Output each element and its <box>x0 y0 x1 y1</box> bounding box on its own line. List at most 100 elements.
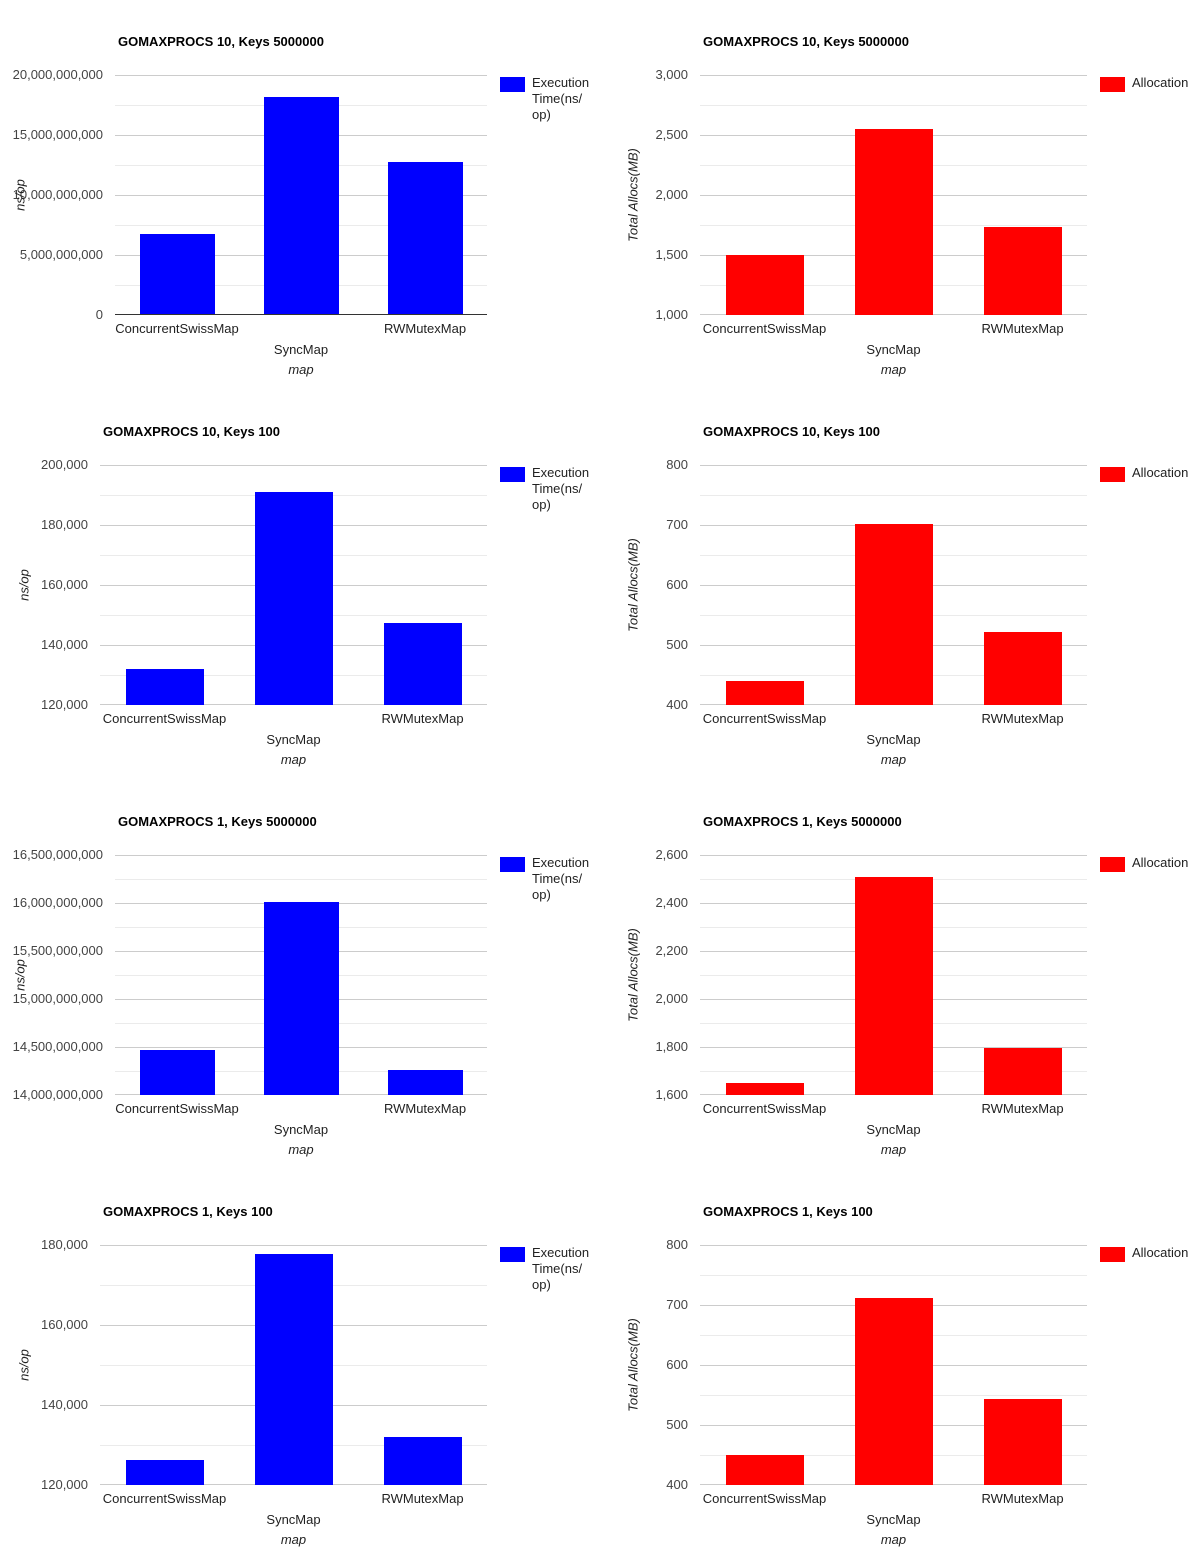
legend-label-line: op) <box>532 497 551 512</box>
category-label: ConcurrentSwissMap <box>102 1491 227 1506</box>
bar[interactable] <box>984 227 1062 315</box>
y-tick-label: 2,500 <box>655 127 688 142</box>
bar[interactable] <box>855 1298 933 1485</box>
legend-label-line: op) <box>532 1277 551 1292</box>
chart-title: GOMAXPROCS 1, Keys 100 <box>703 1204 873 1219</box>
bar[interactable] <box>384 623 462 705</box>
y-axis-title: ns/op <box>16 569 32 601</box>
legend-label-line: op) <box>532 887 551 902</box>
legend: Allocation <box>1100 855 1188 872</box>
chart-title: GOMAXPROCS 10, Keys 5000000 <box>703 34 909 49</box>
y-tick-label: 160,000 <box>41 1317 88 1332</box>
category-label: RWMutexMap <box>981 1101 1064 1116</box>
legend: Execution Time(ns/op) <box>500 75 589 123</box>
bar[interactable] <box>855 877 933 1095</box>
gridline-major <box>115 75 487 76</box>
category-label: SyncMap <box>266 1512 321 1527</box>
plot-area <box>100 1245 487 1485</box>
bar[interactable] <box>264 902 339 1095</box>
category-label: ConcurrentSwissMap <box>702 1491 827 1506</box>
legend-label: Execution Time(ns/op) <box>532 75 589 123</box>
y-tick-label: 140,000 <box>41 637 88 652</box>
x-axis-baseline <box>115 314 487 315</box>
legend: Execution Time(ns/op) <box>500 465 589 513</box>
y-tick-label: 3,000 <box>655 67 688 82</box>
gridline-major <box>700 465 1087 466</box>
legend-label: Execution Time(ns/op) <box>532 1245 589 1293</box>
bar[interactable] <box>726 1083 804 1095</box>
bar[interactable] <box>726 255 804 315</box>
bar[interactable] <box>126 669 204 705</box>
category-label: SyncMap <box>866 342 921 357</box>
legend-swatch <box>1100 467 1125 482</box>
legend-label-line: Execution <box>532 465 590 480</box>
y-tick-label: 2,400 <box>655 895 688 910</box>
category-label: SyncMap <box>266 732 321 747</box>
bar[interactable] <box>264 97 339 315</box>
y-tick-label: 180,000 <box>41 517 88 532</box>
y-tick-label: 700 <box>666 517 688 532</box>
y-tick-label: 1,500 <box>655 247 688 262</box>
legend-label-line: Execution <box>532 75 590 90</box>
chart-title: GOMAXPROCS 10, Keys 100 <box>103 424 281 439</box>
y-axis-title: Total Allocs(MB) <box>625 538 641 632</box>
legend-label: Allocation <box>1132 1245 1188 1261</box>
legend-swatch <box>1100 1247 1125 1262</box>
chart-cell: GOMAXPROCS 10, Keys 5000000 1,000 1,500 2,0… <box>600 0 1200 390</box>
chart-cell: GOMAXPROCS 1, Keys 5000000 1,600 1,800 2,00… <box>600 780 1200 1170</box>
bar[interactable] <box>984 1048 1062 1095</box>
y-tick-label: 20,000,000,000 <box>12 67 103 82</box>
legend-label: Execution Time(ns/op) <box>532 465 589 513</box>
gridline-minor <box>700 495 1087 496</box>
bar[interactable] <box>984 1399 1062 1485</box>
y-tick-label: 400 <box>666 697 688 712</box>
y-axis-title: Total Allocs(MB) <box>625 148 641 242</box>
chart-cell: GOMAXPROCS 10, Keys 100 120,000 140,000 160… <box>0 390 600 780</box>
y-axis-title: Total Allocs(MB) <box>625 1318 641 1412</box>
y-tick-label: 15,000,000,000 <box>12 991 103 1006</box>
legend-label: Execution Time(ns/op) <box>532 855 589 903</box>
legend-label: Allocation <box>1132 855 1188 871</box>
bar[interactable] <box>255 492 333 705</box>
legend-label-line: Time(ns/ <box>532 91 583 106</box>
y-axis-title: ns/op <box>12 179 28 211</box>
bar[interactable] <box>726 1455 804 1485</box>
bar[interactable] <box>855 129 933 315</box>
bar[interactable] <box>140 1050 215 1095</box>
gridline-major <box>100 1245 487 1246</box>
bar[interactable] <box>384 1437 462 1485</box>
y-tick-label: 2,000 <box>655 991 688 1006</box>
category-label: SyncMap <box>866 732 921 747</box>
legend-label-line: Allocation <box>1132 465 1189 480</box>
bar[interactable] <box>140 234 215 315</box>
legend-swatch <box>500 467 525 482</box>
y-tick-label: 2,200 <box>655 943 688 958</box>
bar[interactable] <box>126 1460 204 1485</box>
x-axis-title: map <box>288 1142 314 1157</box>
legend-label-line: op) <box>532 107 551 122</box>
y-axis-title: ns/op <box>16 1349 32 1381</box>
bar[interactable] <box>255 1254 333 1485</box>
chart-title: GOMAXPROCS 1, Keys 100 <box>103 1204 273 1219</box>
bar[interactable] <box>388 162 463 315</box>
y-tick-label: 200,000 <box>41 457 88 472</box>
bar[interactable] <box>984 632 1062 705</box>
legend: Allocation <box>1100 75 1188 92</box>
legend-swatch <box>500 1247 525 1262</box>
y-tick-label: 500 <box>666 637 688 652</box>
category-label: RWMutexMap <box>981 1491 1064 1506</box>
y-tick-label: 800 <box>666 457 688 472</box>
legend: Allocation <box>1100 465 1188 482</box>
y-tick-label: 700 <box>666 1297 688 1312</box>
bar[interactable] <box>855 524 933 705</box>
y-tick-label: 800 <box>666 1237 688 1252</box>
y-tick-label: 14,000,000,000 <box>12 1087 103 1102</box>
category-label: SyncMap <box>273 342 329 357</box>
y-tick-label: 16,000,000,000 <box>12 895 103 910</box>
bar[interactable] <box>388 1070 463 1095</box>
plot-area <box>115 855 487 1095</box>
bar[interactable] <box>726 681 804 705</box>
category-label: RWMutexMap <box>383 321 467 336</box>
y-tick-label: 0 <box>95 307 103 322</box>
legend: Allocation <box>1100 1245 1188 1262</box>
